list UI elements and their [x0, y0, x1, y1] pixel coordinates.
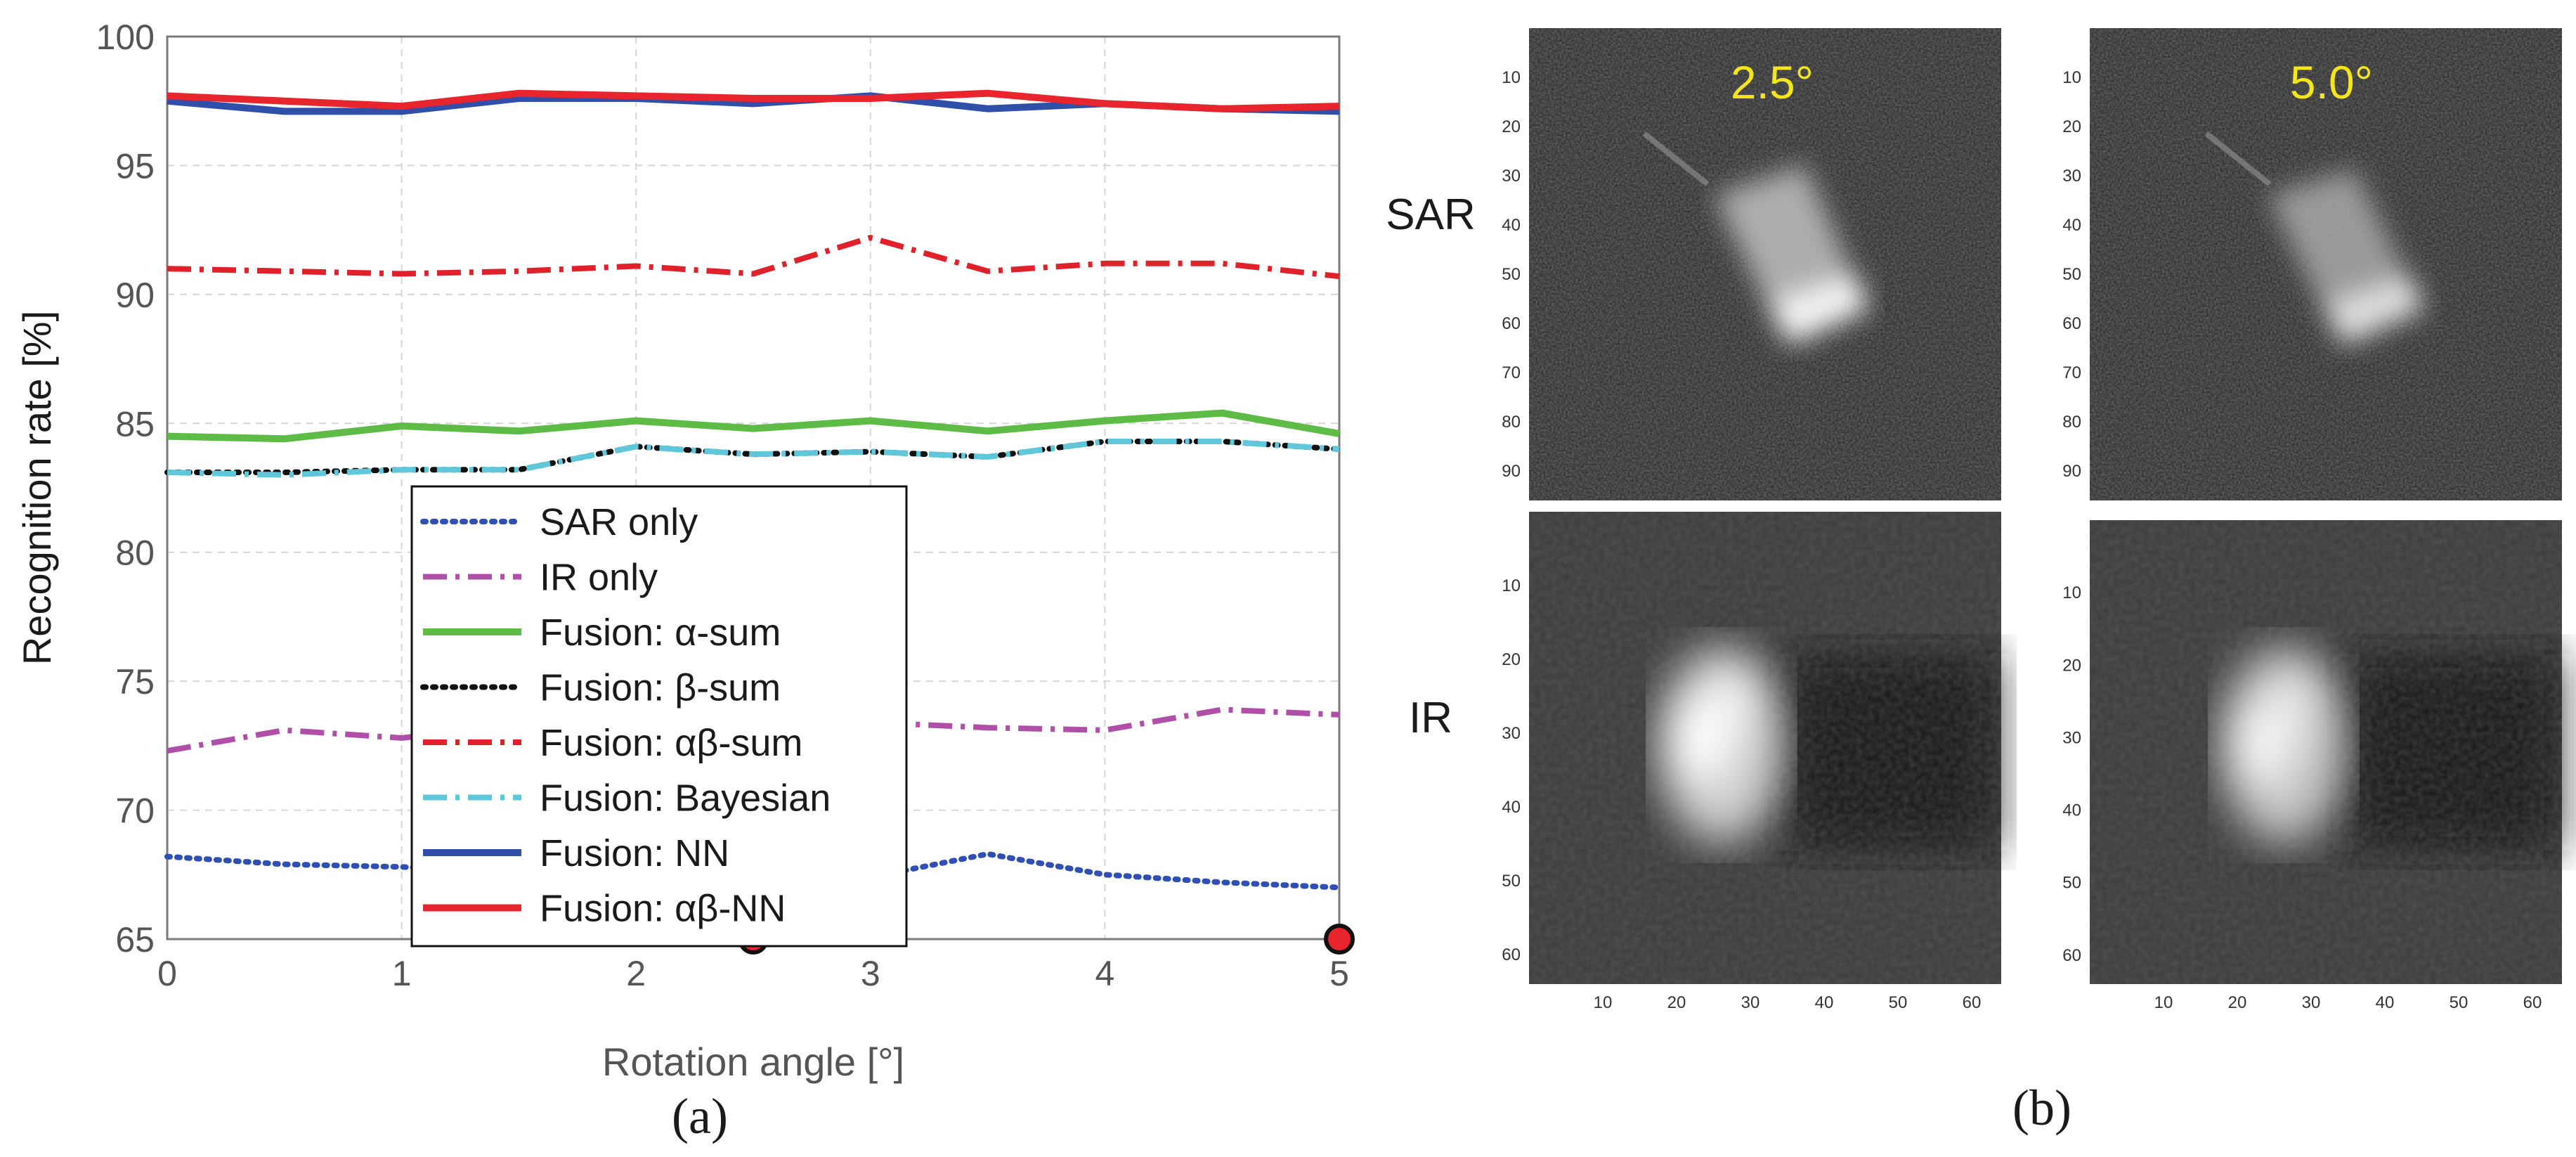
series-line-2	[167, 409, 1340, 443]
legend-label-0: SAR only	[540, 501, 698, 543]
image-y-tick: 50	[1502, 265, 1521, 284]
marker-point-1	[1324, 924, 1355, 955]
image-y-tick: 60	[1502, 314, 1521, 333]
image-x-tick: 10	[1594, 993, 1613, 1012]
image-y-tick: 40	[1502, 798, 1521, 817]
image-y-tick: 30	[2062, 167, 2081, 186]
image-y-tick: 60	[2062, 946, 2081, 965]
chart-legend: SAR only IR only Fusion: α-sum Fusion: β-su…	[410, 485, 908, 948]
image-y-tick: 40	[2062, 801, 2081, 820]
image-x-tick: 40	[2376, 993, 2395, 1012]
x-axis-label: Rotation angle [°]	[602, 1040, 904, 1084]
image-grid-panel-b: SAR IR	[1386, 28, 2562, 1012]
series-line-5	[167, 439, 1340, 478]
image-tick-labels: 10 20 30 40 50 60 70 80 90 10 20 30 40 50 60 70 80 90 10 20…	[1502, 68, 2542, 1012]
image-y-tick: 90	[1502, 462, 1521, 481]
image-y-tick: 50	[1502, 872, 1521, 891]
image-y-tick: 10	[2062, 68, 2081, 87]
angle-label-2-5: 2.5°	[1731, 56, 1814, 108]
image-x-tick: 60	[1963, 993, 1982, 1012]
image-y-tick: 70	[1502, 363, 1521, 382]
legend-label-2: Fusion: α-sum	[540, 612, 781, 654]
image-x-tick: 50	[1889, 993, 1908, 1012]
image-x-tick: 20	[1667, 993, 1686, 1012]
legend-box	[410, 485, 908, 948]
image-y-tick: 20	[2062, 117, 2081, 136]
image-y-tick: 20	[1502, 650, 1521, 669]
x-tick-label: 5	[1329, 954, 1349, 993]
image-y-tick: 80	[1502, 413, 1521, 432]
image-x-tick: 60	[2523, 993, 2542, 1012]
series-line-0	[164, 851, 1342, 891]
ir-image-5-0	[2090, 520, 2562, 984]
row-label-ir: IR	[1409, 694, 1452, 742]
series-line-4	[167, 235, 1340, 280]
image-y-tick: 50	[2062, 265, 2081, 284]
line-chart-panel-a: 0 1 2 3 4 5 65 70 75 80 85 90 95 100 Rotation angle …	[15, 18, 1355, 1084]
x-tick-label: 2	[626, 954, 646, 993]
image-y-tick: 10	[1502, 576, 1521, 595]
y-tick-label: 70	[115, 791, 155, 831]
legend-label-5: Fusion: Bayesian	[540, 777, 831, 820]
sar-image-2-5	[1529, 28, 2001, 500]
y-tick-label: 95	[115, 146, 155, 186]
legend-label-6: Fusion: NN	[540, 832, 729, 874]
sar-image-5-0	[2090, 28, 2562, 500]
y-tick-label: 100	[96, 18, 155, 57]
image-y-tick: 90	[2062, 462, 2081, 481]
image-y-tick: 50	[2062, 874, 2081, 893]
x-tick-labels: 0 1 2 3 4 5	[157, 954, 1349, 993]
x-tick-label: 3	[861, 954, 880, 993]
image-x-tick: 30	[1741, 993, 1760, 1012]
legend-label-3: Fusion: β-sum	[540, 667, 781, 709]
image-x-tick: 30	[2302, 993, 2321, 1012]
caption-b: (b)	[2012, 1080, 2071, 1136]
row-label-sar: SAR	[1386, 190, 1475, 239]
image-y-tick: 20	[2062, 656, 2081, 675]
image-y-tick: 60	[2062, 314, 2081, 333]
legend-label-7: Fusion: αβ-NN	[540, 888, 786, 930]
x-tick-label: 4	[1095, 954, 1114, 993]
x-tick-label: 1	[392, 954, 412, 993]
image-y-tick: 40	[1502, 216, 1521, 235]
image-y-tick: 30	[1502, 724, 1521, 743]
angle-label-5-0: 5.0°	[2290, 56, 2373, 108]
y-tick-label: 85	[115, 404, 155, 444]
y-tick-label: 75	[115, 662, 155, 702]
y-tick-labels: 65 70 75 80 85 90 95 100	[96, 18, 155, 959]
y-tick-label: 65	[115, 920, 155, 959]
image-y-tick: 70	[2062, 363, 2081, 382]
image-x-tick: 40	[1815, 993, 1834, 1012]
legend-label-4: Fusion: αβ-sum	[540, 722, 802, 764]
legend-label-1: IR only	[540, 557, 658, 599]
y-axis-label: Recognition rate [%]	[15, 311, 59, 665]
image-x-tick: 20	[2228, 993, 2247, 1012]
image-y-tick: 80	[2062, 413, 2081, 432]
y-tick-label: 80	[115, 534, 155, 573]
series-line-7	[167, 89, 1340, 112]
x-tick-label: 0	[157, 954, 177, 993]
ir-image-2-5	[1529, 512, 2001, 984]
image-y-tick: 40	[2062, 216, 2081, 235]
image-x-tick: 50	[2450, 993, 2468, 1012]
image-y-tick: 10	[2062, 583, 2081, 602]
image-y-tick: 60	[1502, 945, 1521, 964]
image-y-tick: 10	[1502, 68, 1521, 87]
image-y-tick: 20	[1502, 117, 1521, 136]
image-y-tick: 30	[1502, 167, 1521, 186]
image-y-tick: 30	[2062, 728, 2081, 747]
y-tick-label: 90	[115, 276, 155, 315]
image-x-tick: 10	[2154, 993, 2173, 1012]
caption-a: (a)	[672, 1088, 728, 1144]
